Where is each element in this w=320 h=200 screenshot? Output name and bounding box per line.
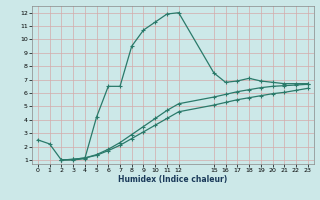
X-axis label: Humidex (Indice chaleur): Humidex (Indice chaleur) bbox=[118, 175, 228, 184]
